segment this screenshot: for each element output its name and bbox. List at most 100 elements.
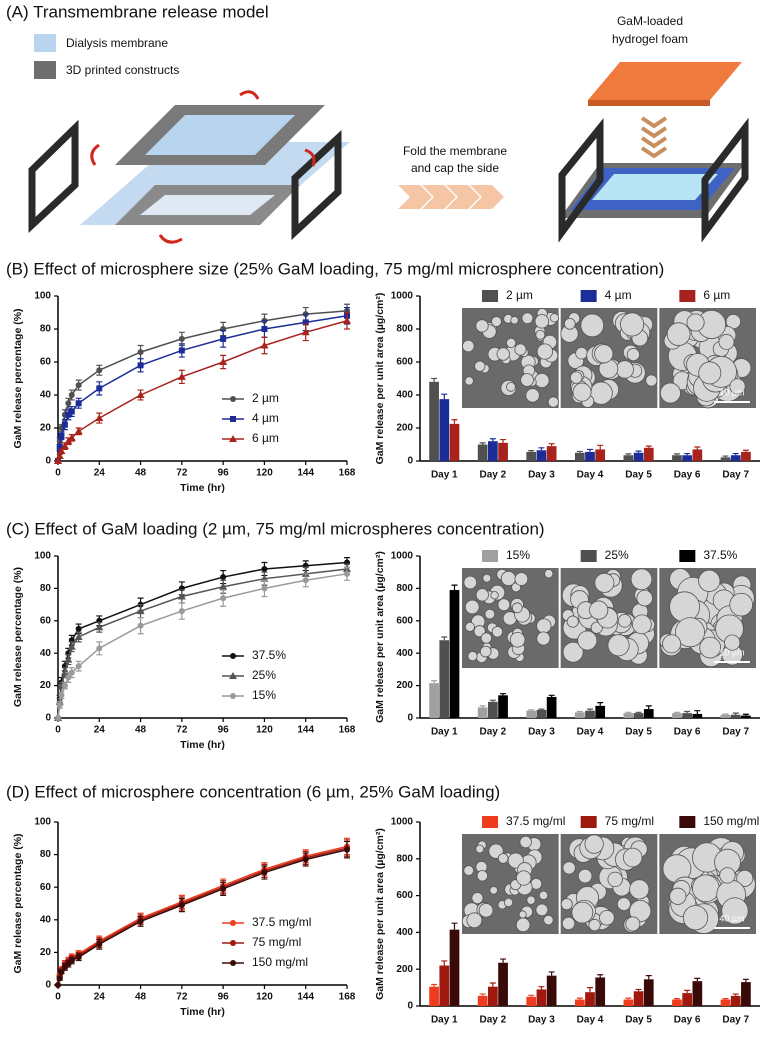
- marker: [96, 645, 103, 652]
- sem-particle: [736, 869, 754, 887]
- error-bar: [635, 711, 642, 714]
- marker: [75, 625, 82, 632]
- marker: [68, 408, 75, 415]
- bar: [526, 710, 537, 718]
- bar: [595, 977, 606, 1006]
- x-tick-label: 144: [297, 725, 314, 736]
- sem-particle: [617, 614, 632, 628]
- error-bar: [451, 922, 458, 930]
- legend-label: 25%: [252, 668, 276, 682]
- bar: [488, 986, 498, 1006]
- sem-particle: [543, 914, 554, 926]
- sem-particle: [515, 917, 531, 933]
- bar: [672, 713, 682, 718]
- error-bar: [673, 998, 680, 1000]
- marker: [68, 957, 75, 964]
- sem-particle: [575, 346, 588, 360]
- bar: [633, 452, 644, 461]
- marker: [230, 396, 236, 402]
- scale-bar-label: 40 µm: [719, 913, 744, 923]
- x-tick-label: 96: [218, 992, 230, 1003]
- sem-particle: [666, 322, 691, 346]
- marker: [229, 435, 237, 442]
- marker: [177, 592, 186, 600]
- error-bar: [500, 438, 507, 443]
- error-bar: [587, 448, 593, 452]
- sem-particle: [577, 868, 593, 884]
- y-tick-label: 60: [40, 615, 52, 626]
- sem-particle: [489, 886, 498, 895]
- x-tick-label: Day 6: [674, 727, 701, 738]
- bar: [429, 381, 439, 461]
- marker: [56, 702, 63, 709]
- bar: [449, 929, 460, 1006]
- y-tick-label: 1000: [391, 551, 414, 562]
- y-axis-label: GaM release per unit area (µg/cm²): [374, 293, 386, 465]
- error-bar: [645, 445, 652, 448]
- sem-particle: [464, 599, 480, 615]
- legend-label: 75 mg/ml: [252, 935, 301, 949]
- marker: [61, 421, 68, 428]
- marker: [219, 358, 228, 365]
- sem-particle: [560, 898, 573, 911]
- bar: [449, 423, 460, 461]
- sem-particle: [566, 615, 579, 628]
- sem-particle: [675, 617, 705, 648]
- error-bar: [431, 377, 438, 382]
- marker: [65, 411, 72, 418]
- marker: [261, 585, 268, 592]
- marker: [344, 570, 350, 577]
- bar: [526, 451, 537, 461]
- marker: [74, 633, 83, 640]
- y-axis-label: GaM release percentage (%): [12, 308, 24, 448]
- error-bar: [597, 702, 604, 706]
- legend-label: 37.5%: [703, 548, 737, 562]
- sem-particle: [616, 897, 631, 912]
- panel-title: (C) Effect of GaM loading (2 µm, 75 mg/m…: [6, 519, 545, 538]
- error-bar: [479, 442, 486, 445]
- legend-swatch: [482, 816, 498, 828]
- sem-particle: [724, 634, 741, 651]
- marker: [302, 856, 309, 863]
- marker: [65, 674, 72, 681]
- legend-label: 37.5 mg/ml: [506, 814, 565, 828]
- error-bar: [635, 988, 642, 992]
- x-tick-label: Day 3: [528, 727, 555, 738]
- sem-particle: [562, 861, 576, 875]
- scale-bar-label: 10 µm: [719, 647, 744, 657]
- bar: [526, 996, 537, 1006]
- sem-particle: [497, 598, 511, 612]
- error-bar: [451, 419, 458, 424]
- legend-swatch: [482, 550, 498, 562]
- y-tick-label: 0: [45, 456, 51, 467]
- marker: [75, 382, 82, 389]
- bar: [574, 452, 585, 461]
- marker: [219, 582, 228, 590]
- error-bar: [645, 975, 652, 980]
- bar: [498, 442, 508, 461]
- error-bar: [587, 987, 593, 993]
- marker: [95, 414, 104, 422]
- y-tick-label: 200: [396, 964, 413, 975]
- y-tick-label: 400: [396, 927, 413, 938]
- sem-particle: [476, 870, 489, 882]
- x-tick-label: 48: [135, 725, 147, 736]
- bar: [488, 441, 498, 461]
- exploded-diagram: [28, 90, 350, 244]
- sem-particle: [594, 572, 615, 593]
- x-tick-label: Day 6: [674, 470, 701, 481]
- bar: [585, 710, 595, 718]
- sem-particle: [659, 382, 681, 404]
- error-bar: [500, 693, 507, 696]
- legend-swatch: [580, 290, 597, 302]
- sem-particle: [462, 339, 475, 353]
- sem-particle: [503, 897, 514, 908]
- sem-particle: [510, 316, 519, 325]
- bar: [633, 713, 644, 718]
- sem-particle: [698, 569, 721, 592]
- sem-particle: [534, 314, 550, 329]
- bar: [692, 981, 703, 1006]
- bar: [672, 999, 682, 1006]
- x-tick-label: 168: [339, 992, 356, 1003]
- error-bar: [742, 978, 749, 983]
